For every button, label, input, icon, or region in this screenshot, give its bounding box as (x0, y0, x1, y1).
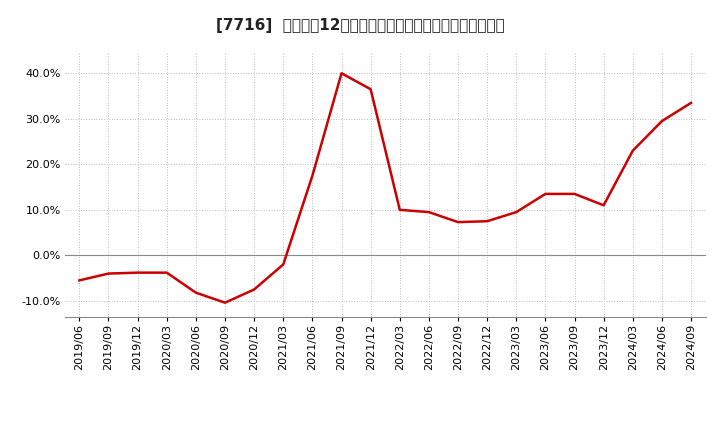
Text: [7716]  売上高の12か月移動合計の対前年同期増減率の推移: [7716] 売上高の12か月移動合計の対前年同期増減率の推移 (215, 18, 505, 33)
